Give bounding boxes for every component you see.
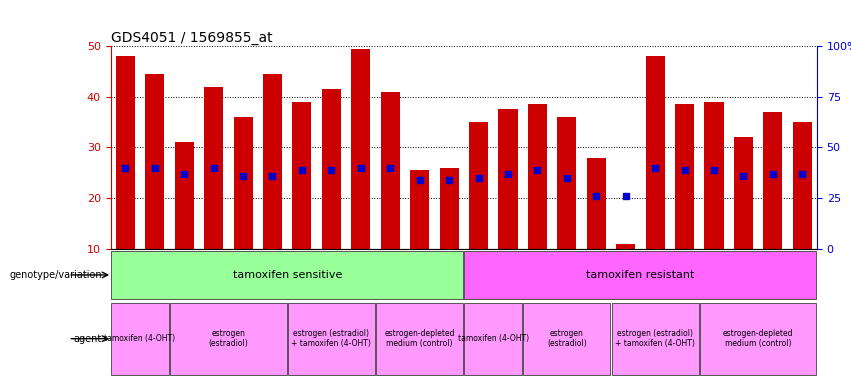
Bar: [410, 170, 429, 249]
Bar: [439, 168, 459, 249]
Bar: [586, 157, 606, 249]
FancyBboxPatch shape: [111, 303, 168, 375]
Bar: [469, 122, 488, 249]
Text: estrogen
(estradiol): estrogen (estradiol): [208, 329, 248, 348]
FancyBboxPatch shape: [465, 303, 522, 375]
Point: [648, 165, 662, 171]
Point: [207, 165, 220, 171]
FancyBboxPatch shape: [288, 303, 375, 375]
Text: tamoxifen (4-OHT): tamoxifen (4-OHT): [458, 334, 528, 343]
Bar: [675, 104, 694, 249]
Point: [148, 165, 162, 171]
FancyBboxPatch shape: [376, 303, 463, 375]
Text: estrogen (estradiol)
+ tamoxifen (4-OHT): estrogen (estradiol) + tamoxifen (4-OHT): [291, 329, 371, 348]
Point: [707, 167, 721, 173]
Point: [237, 173, 250, 179]
Point: [677, 167, 691, 173]
Point: [118, 165, 132, 171]
FancyBboxPatch shape: [612, 303, 699, 375]
Bar: [734, 137, 753, 249]
FancyBboxPatch shape: [170, 303, 287, 375]
Bar: [204, 87, 223, 249]
Text: tamoxifen resistant: tamoxifen resistant: [586, 270, 694, 280]
Bar: [557, 117, 576, 249]
Point: [501, 171, 515, 177]
Bar: [322, 89, 341, 249]
Point: [766, 171, 780, 177]
Point: [471, 175, 485, 181]
Point: [619, 193, 632, 199]
Point: [177, 171, 191, 177]
Point: [295, 167, 309, 173]
Bar: [792, 122, 812, 249]
Point: [737, 173, 751, 179]
Point: [266, 173, 279, 179]
FancyBboxPatch shape: [111, 251, 463, 299]
Point: [530, 167, 544, 173]
Bar: [233, 117, 253, 249]
FancyBboxPatch shape: [465, 251, 816, 299]
Point: [324, 167, 338, 173]
Text: GDS4051 / 1569855_at: GDS4051 / 1569855_at: [111, 31, 272, 45]
Point: [354, 165, 368, 171]
FancyBboxPatch shape: [523, 303, 610, 375]
Text: agent: agent: [74, 334, 102, 344]
Point: [413, 177, 426, 183]
Bar: [116, 56, 135, 249]
Bar: [351, 49, 370, 249]
Bar: [293, 102, 311, 249]
Bar: [263, 74, 282, 249]
Text: estrogen-depleted
medium (control): estrogen-depleted medium (control): [385, 329, 455, 348]
Point: [443, 177, 456, 183]
Bar: [174, 142, 194, 249]
FancyBboxPatch shape: [700, 303, 816, 375]
Bar: [380, 92, 400, 249]
Bar: [646, 56, 665, 249]
Point: [590, 193, 603, 199]
Text: estrogen-depleted
medium (control): estrogen-depleted medium (control): [722, 329, 793, 348]
Point: [560, 175, 574, 181]
Point: [384, 165, 397, 171]
Text: estrogen (estradiol)
+ tamoxifen (4-OHT): estrogen (estradiol) + tamoxifen (4-OHT): [615, 329, 695, 348]
Text: estrogen
(estradiol): estrogen (estradiol): [547, 329, 586, 348]
Bar: [499, 109, 517, 249]
Point: [796, 171, 809, 177]
Bar: [616, 244, 635, 249]
Bar: [146, 74, 164, 249]
Bar: [528, 104, 547, 249]
Text: tamoxifen (4-OHT): tamoxifen (4-OHT): [105, 334, 175, 343]
Text: tamoxifen sensitive: tamoxifen sensitive: [232, 270, 342, 280]
Bar: [705, 102, 723, 249]
Text: genotype/variation: genotype/variation: [9, 270, 102, 280]
Bar: [763, 112, 782, 249]
